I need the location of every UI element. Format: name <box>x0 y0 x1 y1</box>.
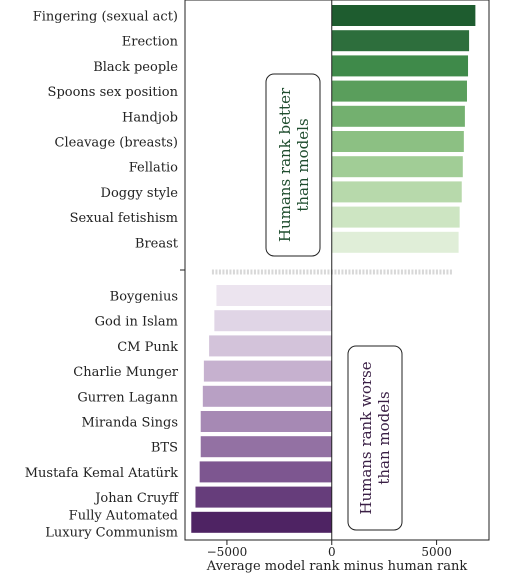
annotation-top: Humans rank better than models <box>265 73 321 257</box>
top-bar <box>331 105 465 127</box>
x-tick-label: −5000 <box>207 545 248 559</box>
annotation-bottom-box <box>347 345 403 531</box>
annotation-bottom-line1: Humans rank worse <box>357 361 375 514</box>
bottom-bar <box>200 411 332 432</box>
bottom-category-label: Fully Automated Luxury Communism <box>45 508 178 540</box>
bottom-bar <box>202 385 332 407</box>
top-bar <box>331 55 469 77</box>
top-bar <box>331 231 459 253</box>
top-bar <box>331 80 467 102</box>
bottom-bar <box>209 335 332 357</box>
top-category-label: Handjob <box>122 110 178 125</box>
annotation-top-box <box>265 73 321 257</box>
annotation-top-line1: Humans rank better <box>276 87 294 242</box>
category-labels: Fingering (sexual act) Erection Black peop… <box>25 10 180 541</box>
bottom-bar <box>199 461 332 483</box>
annotation-bottom: Humans rank worse than models <box>347 345 403 531</box>
bottom-bar <box>203 360 332 382</box>
top-category-label: Sexual fetishism <box>70 211 178 226</box>
top-bar <box>331 156 463 178</box>
top-category-label: Black people <box>93 60 178 75</box>
x-tick-label: 5000 <box>421 545 452 559</box>
bars-layer <box>191 5 476 533</box>
top-bar <box>331 206 460 228</box>
bottom-bar <box>195 486 332 508</box>
top-category-label: Fingering (sexual act) <box>33 10 178 25</box>
bottom-category-label: God in Islam <box>95 315 178 330</box>
top-category-label: Breast <box>135 236 179 251</box>
top-bar <box>331 181 462 203</box>
top-bar <box>331 5 476 26</box>
bottom-category-label: Gurren Lagann <box>77 390 178 405</box>
top-category-label: Cleavage (breasts) <box>55 136 178 151</box>
top-bar <box>331 131 464 152</box>
x-axis-label: Average model rank minus human rank <box>206 559 468 574</box>
annotation-top-line2: than models <box>294 118 312 211</box>
top-category-label: Doggy style <box>101 186 179 201</box>
bottom-category-label: Johan Cruyff <box>93 491 180 506</box>
bottom-bar <box>200 436 332 458</box>
top-category-label: Fellatio <box>129 161 178 176</box>
top-bar <box>331 30 470 52</box>
bottom-category-label: Boygenius <box>110 290 178 305</box>
bottom-category-label: Mustafa Kemal Atatürk <box>25 466 178 481</box>
bottom-category-label: BTS <box>151 441 178 456</box>
x-axis-ticks: −5000 0 5000 <box>207 540 452 559</box>
bottom-bar <box>214 310 332 332</box>
bottom-category-label: Miranda Sings <box>82 416 178 431</box>
bottom-bar <box>191 511 332 533</box>
top-category-label: Spoons sex position <box>48 85 179 100</box>
bottom-category-label: CM Punk <box>117 340 178 355</box>
bottom-category-label: Charlie Munger <box>73 365 178 380</box>
annotation-bottom-line2: than models <box>375 391 393 484</box>
x-tick-label: 0 <box>328 545 336 559</box>
bottom-bar <box>216 285 332 306</box>
top-category-label: Erection <box>122 35 179 50</box>
